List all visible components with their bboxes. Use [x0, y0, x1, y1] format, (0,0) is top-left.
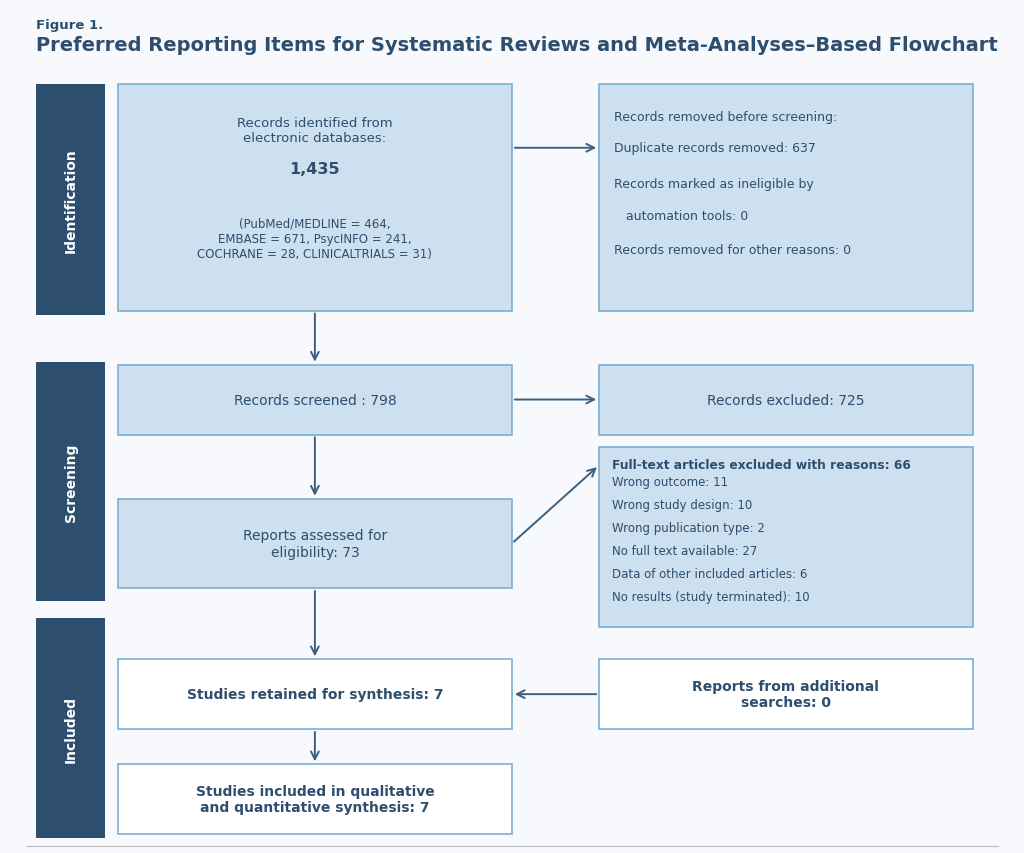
Text: Identification: Identification: [63, 148, 78, 252]
Text: Duplicate records removed: 637: Duplicate records removed: 637: [614, 142, 816, 155]
Text: Data of other included articles: 6: Data of other included articles: 6: [612, 567, 808, 580]
FancyBboxPatch shape: [118, 365, 512, 435]
Text: Reports assessed for
eligibility: 73: Reports assessed for eligibility: 73: [243, 529, 387, 559]
Text: Reports from additional
searches: 0: Reports from additional searches: 0: [692, 679, 880, 710]
Text: Records excluded: 725: Records excluded: 725: [708, 393, 864, 407]
Text: Records removed before screening:: Records removed before screening:: [614, 110, 838, 124]
FancyBboxPatch shape: [599, 365, 973, 435]
Text: Records removed for other reasons: 0: Records removed for other reasons: 0: [614, 244, 852, 257]
FancyBboxPatch shape: [36, 85, 105, 316]
Text: Figure 1.: Figure 1.: [36, 19, 103, 32]
Text: automation tools: 0: automation tools: 0: [614, 210, 749, 223]
Text: Full-text articles excluded with reasons: 66: Full-text articles excluded with reasons…: [612, 459, 911, 472]
FancyBboxPatch shape: [36, 363, 105, 601]
FancyBboxPatch shape: [118, 659, 512, 729]
Text: No full text available: 27: No full text available: 27: [612, 544, 758, 557]
Text: 1,435: 1,435: [290, 161, 340, 177]
FancyBboxPatch shape: [118, 85, 512, 311]
Text: Wrong study design: 10: Wrong study design: 10: [612, 498, 753, 511]
FancyBboxPatch shape: [36, 618, 105, 838]
Text: (PubMed/MEDLINE = 464,
EMBASE = 671, PsycINFO = 241,
COCHRANE = 28, CLINICALTRIA: (PubMed/MEDLINE = 464, EMBASE = 671, Psy…: [198, 218, 432, 260]
FancyBboxPatch shape: [118, 499, 512, 589]
Text: Included: Included: [63, 695, 78, 762]
Text: Wrong outcome: 11: Wrong outcome: 11: [612, 475, 728, 488]
FancyBboxPatch shape: [599, 659, 973, 729]
Text: Studies included in qualitative
and quantitative synthesis: 7: Studies included in qualitative and quan…: [196, 784, 434, 815]
Text: Records marked as ineligible by: Records marked as ineligible by: [614, 178, 814, 191]
Text: Wrong publication type: 2: Wrong publication type: 2: [612, 521, 765, 534]
FancyBboxPatch shape: [118, 764, 512, 834]
Text: Screening: Screening: [63, 443, 78, 521]
Text: No results (study terminated): 10: No results (study terminated): 10: [612, 590, 810, 603]
Text: Records screened : 798: Records screened : 798: [233, 393, 396, 407]
Text: Studies retained for synthesis: 7: Studies retained for synthesis: 7: [186, 688, 443, 701]
Text: Preferred Reporting Items for Systematic Reviews and Meta-Analyses–Based Flowcha: Preferred Reporting Items for Systematic…: [36, 36, 997, 55]
FancyBboxPatch shape: [599, 85, 973, 311]
Text: Records identified from
electronic databases:: Records identified from electronic datab…: [238, 117, 392, 144]
FancyBboxPatch shape: [599, 448, 973, 627]
